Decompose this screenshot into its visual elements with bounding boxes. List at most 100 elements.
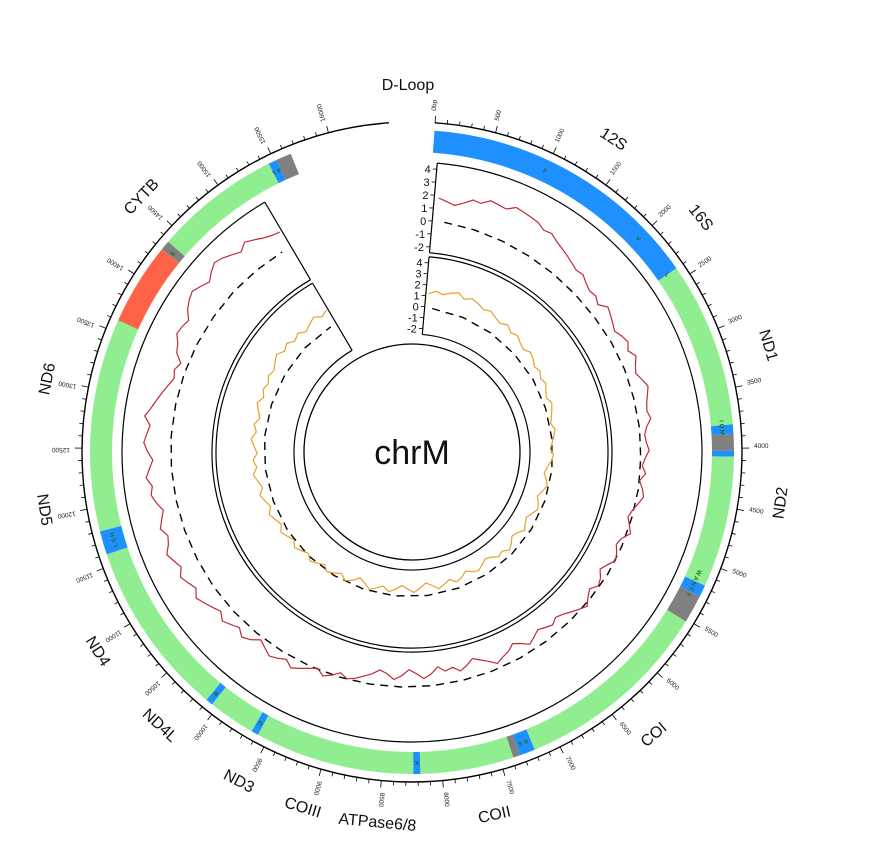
skew-edge xyxy=(312,282,353,351)
axis-tick xyxy=(605,179,611,186)
trna-label: E xyxy=(170,250,177,257)
gc-edge xyxy=(264,201,312,280)
axis-tick xyxy=(166,220,173,226)
axis-tick xyxy=(720,568,728,572)
skew-outer-border xyxy=(215,256,609,649)
axis-tick xyxy=(90,361,95,364)
gene-block-trna xyxy=(251,712,269,735)
trna-label: G xyxy=(257,719,264,727)
axis-tick xyxy=(530,140,533,145)
axis-tick xyxy=(307,765,310,770)
axis-tick xyxy=(728,544,733,547)
tick-label: 11000 xyxy=(103,628,122,643)
axis-tick xyxy=(537,756,540,761)
trna-label: T P xyxy=(272,168,283,177)
axis-tick xyxy=(205,189,209,193)
tick-label: 3500 xyxy=(746,377,762,387)
axis-tick xyxy=(639,690,644,694)
gene-label: ND3 xyxy=(221,767,257,797)
tick-label: 2500 xyxy=(697,255,713,269)
axis-tick xyxy=(705,601,710,605)
axis-tick xyxy=(213,179,219,186)
skew-mean-line xyxy=(263,307,553,597)
axis-tick xyxy=(186,205,190,209)
axis-tick xyxy=(559,746,564,754)
tick-label: 8500 xyxy=(377,792,385,807)
tick-label: 15000 xyxy=(196,159,213,178)
axis-tick xyxy=(246,161,250,166)
axis-tick xyxy=(315,132,318,137)
axis-tick xyxy=(225,174,229,179)
axis-tick xyxy=(548,752,552,757)
axis-tick xyxy=(541,144,544,149)
axis-tick xyxy=(103,579,108,582)
gene-block-trna xyxy=(99,525,128,555)
trna-label: L S H xyxy=(110,531,120,547)
gene-block-trna xyxy=(711,450,735,457)
axis-tick xyxy=(675,250,680,255)
axis-tick xyxy=(624,196,629,201)
axis-tick xyxy=(96,568,104,572)
gc-ytick-label: 0 xyxy=(420,216,426,228)
axis-tick xyxy=(120,612,125,616)
skew-inner-border xyxy=(293,333,531,571)
gene-block-protein xyxy=(89,320,139,532)
skew-ytick-label: 4 xyxy=(416,258,422,270)
axis-tick xyxy=(152,241,157,245)
gene-block-trna xyxy=(710,424,734,436)
axis-tick xyxy=(724,556,729,559)
axis-tick xyxy=(355,777,358,782)
axis-tick xyxy=(85,520,90,523)
axis-tick xyxy=(712,315,717,318)
tick-label: 1000 xyxy=(554,127,567,143)
axis-tick xyxy=(295,761,299,766)
axis-tick xyxy=(239,734,243,739)
skew-ytick-label: -1 xyxy=(408,313,418,325)
gene-label: ND5 xyxy=(33,493,55,527)
axis-tick xyxy=(737,398,742,400)
axis-tick xyxy=(97,338,102,341)
tick-label: 12500 xyxy=(52,446,71,453)
axis-tick xyxy=(219,721,223,726)
axis-tick xyxy=(155,663,159,667)
axis-tick xyxy=(738,496,743,499)
axis-tick xyxy=(82,398,87,400)
gene-block-gap xyxy=(276,153,299,180)
axis-tick xyxy=(689,269,696,275)
axis-tick xyxy=(123,623,131,628)
axis-tick xyxy=(726,349,731,352)
tick-label: 8000 xyxy=(442,792,450,807)
axis-tick xyxy=(128,269,135,275)
tick-label: 12000 xyxy=(57,509,76,519)
axis-tick xyxy=(478,775,481,780)
axis-tick xyxy=(257,155,261,160)
axis-tick xyxy=(466,777,469,782)
gene-block-nd6 xyxy=(118,249,180,330)
trna-label: D S xyxy=(517,737,528,746)
axis-tick xyxy=(280,144,283,149)
tick-label: 11500 xyxy=(74,571,93,584)
skew-ytick-label: 2 xyxy=(415,280,421,292)
axis-tick xyxy=(442,780,444,788)
axis-tick xyxy=(260,746,265,754)
gene-block-trna xyxy=(206,682,226,705)
axis-tick xyxy=(648,681,652,685)
center-circle xyxy=(303,343,521,561)
axis-tick xyxy=(177,213,181,218)
tick-label-start: 0bp xyxy=(431,99,439,111)
skew-ytick-label: 0 xyxy=(413,302,419,314)
axis-tick xyxy=(660,231,664,235)
axis-tick xyxy=(667,241,672,245)
axis-tick xyxy=(343,775,346,780)
skew-ytick-label: -2 xyxy=(407,323,417,335)
tick-label: 7000 xyxy=(564,755,577,771)
trna-label: I Q M xyxy=(717,420,724,435)
axis-tick xyxy=(160,231,164,235)
axis-tick xyxy=(729,361,734,364)
axis-tick xyxy=(291,140,294,145)
axis-tick xyxy=(112,303,117,307)
axis-tick xyxy=(731,532,736,535)
gene-block-protein xyxy=(526,609,686,750)
